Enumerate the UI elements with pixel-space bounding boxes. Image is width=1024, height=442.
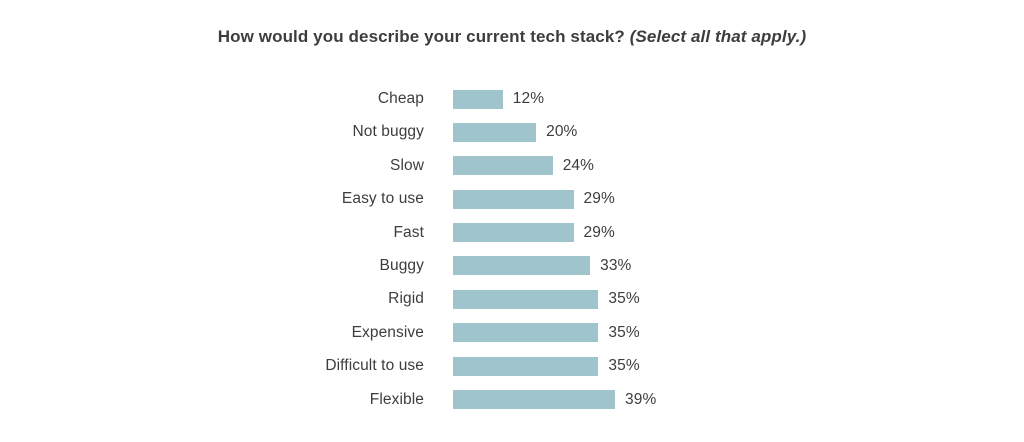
category-label: Slow	[390, 156, 424, 174]
bar	[453, 390, 615, 410]
bar	[453, 323, 599, 343]
chart-title-note: (Select all that apply.)	[629, 27, 807, 46]
chart-row: Flexible 39%	[0, 390, 1024, 410]
chart-row: Slow 24%	[0, 156, 1024, 176]
category-label: Easy to use	[341, 190, 424, 208]
category-label: Flexible	[369, 390, 424, 408]
bar	[453, 189, 574, 209]
bar	[453, 356, 599, 376]
value-label: 24%	[562, 156, 595, 174]
category-label: Expensive	[351, 323, 424, 341]
chart-row: Expensive 35%	[0, 323, 1024, 343]
value-label: 29%	[583, 223, 615, 241]
chart-row: Buggy 33%	[0, 256, 1024, 276]
category-label: Buggy	[379, 256, 424, 274]
category-label: Rigid	[388, 290, 424, 308]
chart-row: Not buggy 20%	[0, 122, 1024, 142]
value-label: 12%	[512, 90, 545, 107]
bar	[453, 89, 503, 109]
category-label: Cheap	[377, 90, 424, 107]
chart-title: How would you describe your current tech…	[0, 27, 1024, 47]
bar	[453, 223, 574, 243]
chart-title-text: How would you describe your current tech…	[217, 27, 625, 46]
value-label: 33%	[600, 256, 632, 274]
chart-row: Rigid 35%	[0, 289, 1024, 309]
chart-row: Difficult to use 35%	[0, 356, 1024, 376]
value-label: 20%	[546, 123, 578, 141]
category-label: Fast	[393, 223, 424, 241]
value-label: 39%	[625, 390, 657, 408]
bar-chart: Cheap 12% Not buggy 20% Slow 24% Easy to…	[0, 89, 1024, 423]
bar	[453, 122, 537, 142]
category-label: Not buggy	[352, 123, 424, 141]
bar	[453, 256, 591, 276]
bar	[453, 289, 599, 309]
chart-row: Easy to use 29%	[0, 189, 1024, 209]
category-label: Difficult to use	[325, 357, 424, 375]
value-label: 35%	[608, 290, 640, 308]
value-label: 35%	[608, 357, 640, 375]
chart-row: Fast 29%	[0, 223, 1024, 243]
chart-row: Cheap 12%	[0, 89, 1024, 109]
bar	[453, 156, 553, 176]
value-label: 35%	[608, 323, 640, 341]
value-label: 29%	[583, 190, 615, 208]
